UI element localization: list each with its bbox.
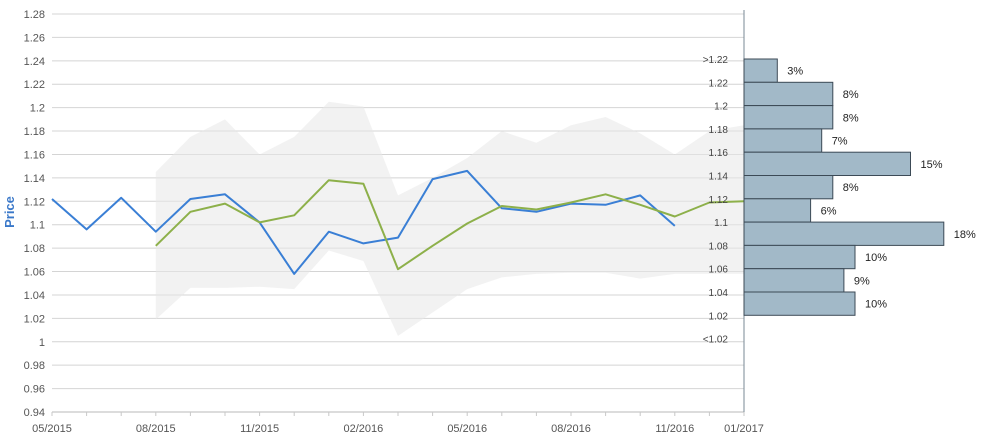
y-tick-label: 0.98	[24, 360, 45, 372]
histogram-bin-label: 1.06	[709, 265, 729, 276]
y-tick-labels: 0.94 0.96 0.98 1 1.02 1.04 1.06 1.08 1.1 1.12 1.14…	[24, 9, 45, 419]
x-tick-labels: 05/2015 08/2015 11/2015 02/2016 05/2016 08/20…	[32, 423, 764, 435]
y-axis-label: Price	[2, 196, 17, 228]
histogram-bin-label: 1.08	[709, 241, 729, 252]
x-tick-label: 11/2015	[240, 423, 279, 435]
y-tick-label: 1.28	[24, 9, 45, 21]
range-band-area	[155, 101, 745, 336]
histogram-percent-label: 18%	[954, 229, 976, 241]
histogram-bin-label: 1.18	[709, 125, 729, 136]
y-tick-label: 1.22	[24, 79, 45, 91]
x-tick-label: 11/2016	[655, 423, 694, 435]
histogram: >1.22 3% 1.22 8% 1.2 8% 1.18 7% 1.16 15% 1.14 8% 1.1…	[703, 55, 976, 346]
x-tick-label: 05/2016	[447, 423, 487, 435]
histogram-bar	[743, 244, 856, 270]
histogram-percent-label: 6%	[821, 205, 837, 217]
histogram-percent-label: 8%	[843, 89, 859, 101]
y-tick-label: 1.06	[24, 267, 45, 279]
y-tick-label: 1.02	[24, 313, 45, 325]
y-tick-label: 1.14	[24, 173, 45, 185]
x-tick-label: 02/2016	[344, 423, 384, 435]
series-line-1	[51, 169, 676, 275]
y-tick-label: 1.26	[24, 32, 45, 44]
histogram-bar	[743, 175, 834, 200]
histogram-bin-label: 1.12	[709, 195, 729, 206]
x-tick-label: 08/2016	[551, 423, 591, 435]
histogram-bar	[743, 128, 823, 153]
y-tick-label: 1.16	[24, 149, 45, 161]
y-tick-label: 0.96	[24, 384, 45, 396]
y-tick-label: 1.24	[24, 56, 45, 68]
histogram-bar	[743, 221, 945, 246]
histogram-percent-label: 8%	[843, 112, 859, 124]
y-tick-label: 1.2	[30, 103, 45, 115]
histogram-bar	[743, 105, 834, 130]
series-lines	[51, 169, 745, 275]
histogram-bin-label: 1.22	[709, 78, 729, 89]
histogram-percent-label: 10%	[865, 299, 887, 311]
x-tick-label: 08/2015	[136, 423, 176, 435]
x-tick-label: 01/2017	[724, 423, 764, 435]
histogram-percent-label: 9%	[854, 275, 870, 287]
y-tick-label: 1.12	[24, 196, 45, 208]
histogram-percent-label: 15%	[921, 159, 943, 171]
histogram-bin-label: 1.16	[709, 148, 729, 159]
histogram-bin-label: 1.14	[709, 172, 729, 183]
series-line-2	[155, 179, 745, 271]
histogram-bar	[743, 198, 812, 223]
histogram-bar	[743, 151, 911, 176]
histogram-percent-label: 10%	[865, 252, 887, 264]
histogram-percent-label: 8%	[843, 182, 859, 194]
histogram-bin-label: 1.04	[709, 288, 729, 299]
histogram-bin-label: <1.02	[703, 335, 729, 346]
histogram-percent-label: 3%	[787, 66, 803, 78]
histogram-bar	[743, 58, 778, 83]
y-tick-label: 1.1	[30, 220, 45, 232]
y-tick-label: 1.04	[24, 290, 45, 302]
histogram-bar	[743, 291, 856, 316]
y-tick-label: 1.18	[24, 126, 45, 138]
histogram-bin-label: 1.2	[714, 102, 728, 113]
histogram-percent-label: 7%	[832, 136, 848, 148]
histogram-bin-label: 1.1	[714, 218, 728, 229]
histogram-bin-label: 1.02	[709, 311, 729, 322]
x-tick-label: 05/2015	[32, 423, 72, 435]
histogram-bar	[743, 268, 845, 293]
histogram-bar	[743, 81, 834, 107]
y-tick-label: 0.94	[24, 407, 45, 419]
range-band	[155, 101, 745, 336]
y-tick-label: 1.08	[24, 243, 45, 255]
y-tick-label: 1	[39, 337, 45, 349]
histogram-bin-label: >1.22	[703, 55, 729, 66]
